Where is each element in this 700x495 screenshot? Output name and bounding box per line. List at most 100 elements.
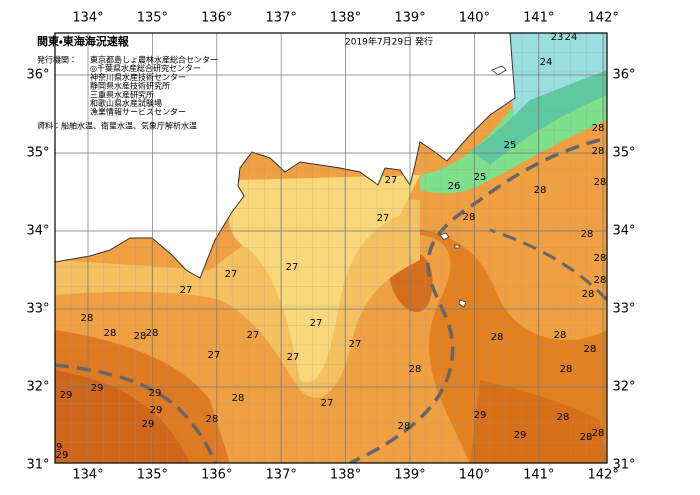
contour-label: 28 — [409, 364, 422, 375]
contour-label: 28 — [581, 229, 594, 240]
contour-label: 27 — [287, 352, 300, 363]
contour-label: 27 — [310, 318, 323, 329]
latitude-label: 35° — [612, 146, 635, 161]
longitude-label: 139° — [394, 468, 425, 483]
contour-label: 25 — [474, 172, 487, 183]
contour-label: 27 — [377, 213, 390, 224]
source: 資料：船舶水温、衛星水温、気象庁解析水温 — [37, 121, 197, 131]
contour-label: 28 — [463, 212, 476, 223]
contour-label: 28 — [560, 364, 573, 375]
contour-label: 29 — [60, 390, 73, 401]
contour-label: 29 — [91, 383, 104, 394]
contour-label: 28 — [580, 432, 593, 443]
contour-label: 29 — [474, 410, 487, 421]
contour-label: 28 — [81, 313, 94, 324]
contour-label: 24 — [540, 57, 553, 68]
axes: 134° 134° 135° 135° 136° 136° 137° 137° 138° 138°… — [26, 11, 635, 483]
contour-label: 29 — [149, 388, 162, 399]
issuer-name: ◎千葉県水産総合研究センター — [90, 63, 201, 73]
longitude-label: 138° — [330, 468, 361, 483]
frame — [54, 32, 608, 464]
longitude-label: 134° — [72, 468, 103, 483]
contour-label: 28 — [592, 428, 605, 439]
latitude-label: 32° — [26, 380, 49, 395]
title: 関東・東海海況速報 — [37, 34, 130, 48]
contour-label: 24 — [565, 32, 578, 43]
contour-label: 27 — [349, 339, 362, 350]
contour-label: 28 — [594, 177, 607, 188]
contour-label: 27 — [247, 330, 260, 341]
contour-label: 28 — [104, 328, 117, 339]
longitude-label: 136° — [201, 468, 232, 483]
latitude-label: 34° — [26, 224, 49, 239]
longitude-label: 140° — [459, 468, 490, 483]
longitude-label: 141° — [523, 468, 554, 483]
contour-label: 27 — [385, 175, 398, 186]
contour-label: 25 — [504, 140, 517, 151]
latitude-label: 31° — [26, 458, 49, 473]
longitude-label: 138° — [330, 11, 361, 26]
contour-label: 28 — [134, 331, 147, 342]
longitude-label: 137° — [266, 468, 297, 483]
contour-label: 28 — [398, 421, 411, 432]
warm-core — [55, 370, 190, 463]
longitude-label: 135° — [137, 11, 168, 26]
land — [55, 33, 516, 279]
contour-label: 28 — [206, 414, 219, 425]
longitude-label: 141° — [523, 11, 554, 26]
issuer-name: 三重県水産研究所 — [90, 89, 154, 99]
contour-label: 28 — [554, 330, 567, 341]
longitude-label: 139° — [394, 11, 425, 26]
contour-label: 28 — [592, 146, 605, 157]
contour-label: 28 — [582, 289, 595, 300]
contour-label: 28 — [232, 393, 245, 404]
contour-label: 29 — [150, 405, 163, 416]
issuer-name: 神奈川県水産技術センター — [90, 72, 186, 82]
contour-label: 27 — [180, 285, 193, 296]
issuer-name: 静岡県水産技術研究所 — [90, 81, 170, 91]
kuroshio-axis — [489, 228, 607, 302]
latitude-label: 32° — [612, 380, 635, 395]
contour-label: 27 — [321, 398, 334, 409]
longitude-label: 135° — [137, 468, 168, 483]
contour-label: 28 — [534, 185, 547, 196]
contour-label: 28 — [594, 253, 607, 264]
latitude-label: 33° — [612, 302, 635, 317]
issue-date: 2019年7月29日 発行 — [345, 36, 433, 48]
kuroshio-axis — [55, 363, 217, 463]
latitude-label: 36° — [612, 68, 635, 83]
latitude-label: 34° — [612, 224, 635, 239]
contour-label: 28 — [584, 344, 597, 355]
longitude-label: 140° — [459, 11, 490, 26]
island — [439, 65, 507, 308]
contour-label: 29 — [50, 442, 63, 453]
contour-label: 29 — [514, 430, 527, 441]
latitude-label: 33° — [26, 302, 49, 317]
contour-label: 28 — [146, 328, 159, 339]
kuroshio-axis — [349, 138, 601, 463]
issuer-name: 漁業情報サービスセンター — [90, 107, 186, 117]
contour-label: 28 — [594, 275, 607, 286]
contour-label: 27 — [208, 350, 221, 361]
latitude-label: 31° — [612, 458, 635, 473]
longitude-label: 134° — [72, 11, 103, 26]
issuer-list: 東京都島しょ農林水産総合センター◎千葉県水産総合研究センター神奈川県水産技術セン… — [90, 55, 218, 117]
issuer-label: 発行機関： — [37, 55, 77, 65]
latitude-label: 36° — [26, 68, 49, 83]
contour-label: 23 — [551, 32, 564, 43]
cold-water — [500, 33, 607, 120]
longitude-label: 136° — [201, 11, 232, 26]
contour-label: 28 — [491, 332, 504, 343]
longitude-label: 142° — [588, 468, 619, 483]
latitude-label: 35° — [26, 146, 49, 161]
contour-label: 27 — [286, 262, 299, 273]
contour-label: 26 — [448, 181, 461, 192]
contour-label: 27 — [225, 269, 238, 280]
longitude-label: 142° — [588, 11, 619, 26]
contour-label: 29 — [142, 419, 155, 430]
